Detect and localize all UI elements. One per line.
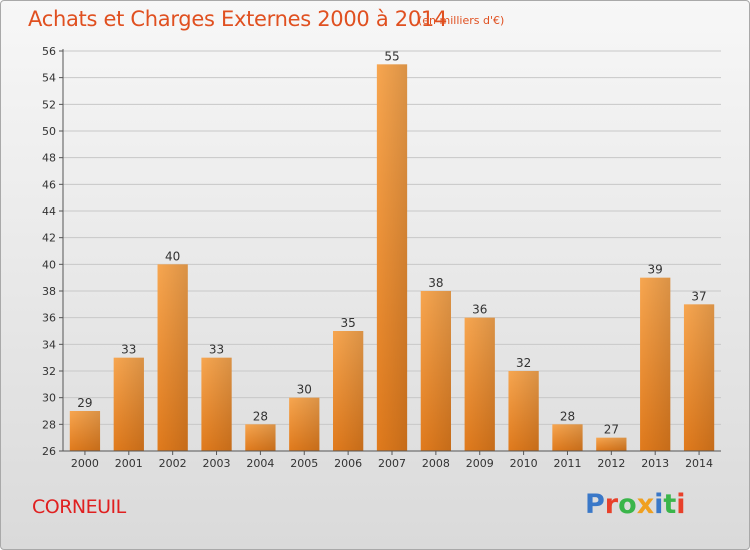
bar-shade-2010 xyxy=(508,371,539,451)
value-label: 28 xyxy=(560,409,575,423)
y-tick-label: 52 xyxy=(42,98,56,111)
y-tick-label: 28 xyxy=(42,418,56,431)
bar-shade-2006 xyxy=(332,331,364,451)
y-tick-label: 30 xyxy=(42,392,56,405)
y-tick-label: 36 xyxy=(42,312,56,325)
x-tick-label: 2002 xyxy=(159,457,187,470)
value-label: 39 xyxy=(648,263,663,277)
y-tick-label: 48 xyxy=(42,152,56,165)
x-tick-label: 2014 xyxy=(685,457,713,470)
value-label-layer: 29 33 40 33 28 30 35 55 38 36 32 28 27 39 37 xyxy=(77,49,706,436)
value-label: 40 xyxy=(165,249,180,263)
bar-shade-2013 xyxy=(640,277,671,451)
brand-logo: Proxiti xyxy=(585,489,686,520)
bar-shade-2004 xyxy=(245,424,276,451)
bar-shade-2002 xyxy=(157,264,188,451)
x-tick-label: 2006 xyxy=(334,457,362,470)
bar-shade-2014 xyxy=(683,304,715,451)
value-label: 38 xyxy=(428,276,443,290)
x-tick-label: 2008 xyxy=(422,457,450,470)
bar-shade-2008 xyxy=(420,291,452,451)
value-label: 36 xyxy=(472,303,487,317)
bar-shade-2011 xyxy=(552,424,583,451)
chart-title: Achats et Charges Externes 2000 à 2014 xyxy=(28,7,448,31)
value-label: 55 xyxy=(384,49,399,63)
x-tick-label: 2013 xyxy=(641,457,669,470)
value-label: 33 xyxy=(121,343,136,357)
y-tick-label: 54 xyxy=(42,72,56,85)
value-label: 33 xyxy=(209,343,224,357)
x-tick-label: 2005 xyxy=(290,457,318,470)
bar-shade-2003 xyxy=(201,357,232,451)
x-tick-label: 2001 xyxy=(115,457,143,470)
value-label: 37 xyxy=(691,289,706,303)
y-tick-label: 34 xyxy=(42,338,56,351)
y-tick-label: 38 xyxy=(42,285,56,298)
brand-letter: r xyxy=(604,489,619,520)
brand-letter: P xyxy=(585,489,605,520)
value-label: 29 xyxy=(77,396,92,410)
y-tick-label: 40 xyxy=(42,258,56,271)
x-tick-label: 2009 xyxy=(466,457,494,470)
y-tick-label: 50 xyxy=(42,125,56,138)
y-tick-label: 44 xyxy=(42,205,56,218)
y-tick-label: 42 xyxy=(42,232,56,245)
commune-name: CORNEUIL xyxy=(32,496,126,518)
brand-letter: x xyxy=(636,489,655,520)
y-tick-label: 56 xyxy=(42,45,56,58)
x-tick-label: 2003 xyxy=(203,457,231,470)
x-tick-label: 2012 xyxy=(597,457,625,470)
brand-letter: i xyxy=(654,489,664,520)
x-tick-label: 2000 xyxy=(71,457,99,470)
value-label: 28 xyxy=(253,409,268,423)
bar-shade-2000 xyxy=(69,411,101,451)
x-tick-label: 2004 xyxy=(246,457,274,470)
bar-shade-2005 xyxy=(289,397,320,451)
value-label: 27 xyxy=(604,423,619,437)
value-label: 35 xyxy=(340,316,355,330)
brand-letter: i xyxy=(676,489,686,520)
bar-shade-2012 xyxy=(596,437,627,451)
y-tick-label: 26 xyxy=(42,445,56,458)
value-label: 30 xyxy=(297,383,312,397)
brand-letter: t xyxy=(663,489,677,520)
x-tick-label: 2010 xyxy=(510,457,538,470)
bar-shade-2009 xyxy=(464,317,495,451)
chart-subtitle: (en milliers d'€) xyxy=(418,14,505,27)
axis-layer: 26 28 30 32 34 36 38 40 42 44 46 48 50 52 54 56 2000 2001… xyxy=(42,45,721,470)
bar-shade-2001 xyxy=(113,357,144,451)
y-tick-label: 32 xyxy=(42,365,56,378)
x-tick-label: 2007 xyxy=(378,457,406,470)
bar-shade-2007 xyxy=(376,64,408,452)
brand-letter: o xyxy=(618,489,637,520)
value-label: 32 xyxy=(516,356,531,370)
x-tick-label: 2011 xyxy=(553,457,581,470)
bar-layer xyxy=(69,64,715,452)
y-tick-label: 46 xyxy=(42,178,56,191)
